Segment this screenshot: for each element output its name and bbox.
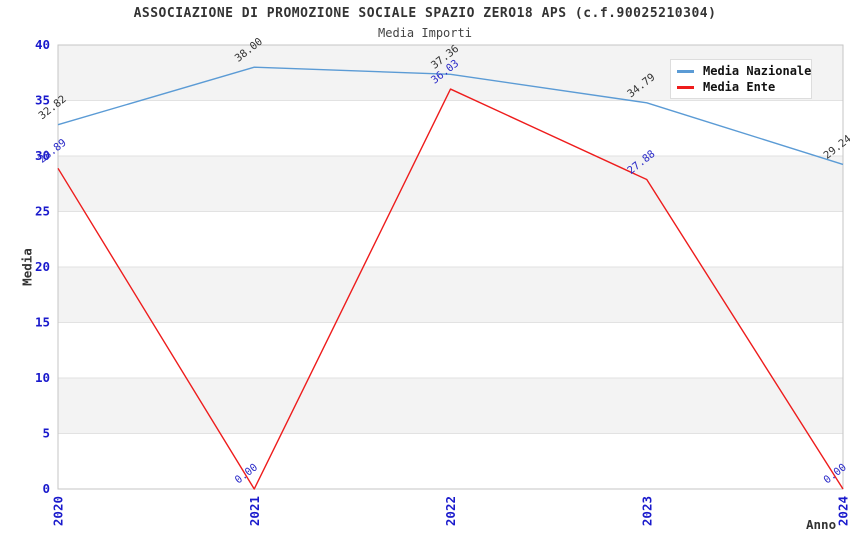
- legend: Media Nazionale Media Ente: [670, 59, 812, 99]
- chart-title: ASSOCIAZIONE DI PROMOZIONE SOCIALE SPAZI…: [133, 6, 717, 21]
- x-tick-label: 2024: [836, 496, 850, 526]
- plot-border: [57, 44, 844, 490]
- x-tick-label: 2021: [247, 496, 262, 526]
- y-tick-label: 35: [35, 93, 50, 108]
- y-tick-label: 20: [35, 259, 50, 274]
- chart-subtitle: Media Importi: [378, 26, 472, 40]
- grid-band: [58, 267, 843, 323]
- grid-band: [58, 378, 843, 434]
- legend-label-ente: Media Ente: [703, 80, 776, 94]
- series-line-media-nazionale: [57, 66, 844, 166]
- grid-band: [58, 211, 843, 267]
- legend-label-nazionale: Media Nazionale: [703, 64, 812, 78]
- x-tick-label: 2022: [443, 496, 458, 526]
- grid-band: [58, 322, 843, 378]
- legend-item-media-ente: Media Ente: [677, 80, 807, 94]
- grid-band: [58, 100, 843, 156]
- grid-band: [58, 433, 843, 489]
- y-tick-label: 0: [42, 481, 50, 496]
- y-tick-label: 30: [35, 148, 50, 163]
- x-axis-title: Anno: [806, 517, 837, 532]
- y-axis-title: Media: [19, 248, 35, 286]
- x-tick-label: 2020: [51, 496, 66, 526]
- legend-line-sample-nazionale: [677, 69, 694, 73]
- y-tick-label: 10: [35, 370, 50, 385]
- grid-band: [58, 156, 843, 212]
- legend-item-media-nazionale: Media Nazionale: [677, 64, 811, 78]
- series-line-media-ente: [57, 88, 844, 490]
- y-tick-label: 40: [35, 37, 50, 52]
- x-tick-label: 2023: [639, 496, 654, 526]
- y-tick-label: 5: [42, 426, 50, 441]
- legend-line-sample-ente: [677, 85, 694, 89]
- y-tick-label: 15: [35, 315, 50, 330]
- y-tick-label: 25: [35, 204, 50, 219]
